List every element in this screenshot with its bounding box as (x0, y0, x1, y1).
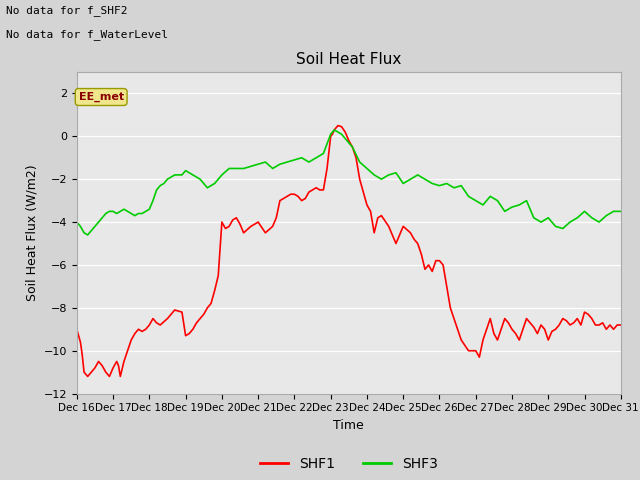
SHF3 (465, 193, 472, 199)
X-axis label: Time: Time (333, 419, 364, 432)
Title: Soil Heat Flux: Soil Heat Flux (296, 52, 401, 67)
Text: No data for f_WaterLevel: No data for f_WaterLevel (6, 29, 168, 40)
SHF3 (254, 161, 262, 167)
Text: No data for f_SHF2: No data for f_SHF2 (6, 5, 128, 16)
Line: SHF1: SHF1 (77, 126, 621, 376)
SHF3 (232, 166, 240, 171)
SHF3 (363, 166, 371, 171)
SHF3 (330, 127, 338, 133)
Legend: SHF1, SHF3: SHF1, SHF3 (255, 452, 443, 477)
SHF3 (617, 208, 625, 214)
SHF1 (247, 224, 255, 229)
SHF1 (84, 373, 92, 379)
SHF1 (73, 326, 81, 332)
SHF1 (617, 322, 625, 328)
SHF1 (599, 320, 607, 326)
SHF1 (334, 123, 342, 129)
SHF3 (134, 211, 142, 216)
SHF1 (75, 333, 83, 338)
SHF1 (99, 363, 106, 369)
SHF1 (559, 316, 566, 322)
SHF1 (548, 328, 556, 334)
Text: EE_met: EE_met (79, 92, 124, 102)
Y-axis label: Soil Heat Flux (W/m2): Soil Heat Flux (W/m2) (25, 165, 38, 301)
SHF3 (84, 232, 92, 238)
SHF3 (164, 176, 172, 182)
Line: SHF3: SHF3 (77, 130, 621, 235)
SHF3 (73, 219, 81, 225)
